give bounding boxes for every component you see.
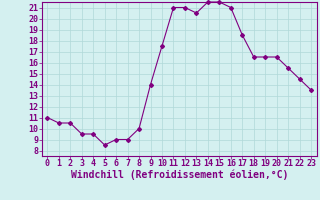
X-axis label: Windchill (Refroidissement éolien,°C): Windchill (Refroidissement éolien,°C) — [70, 170, 288, 180]
